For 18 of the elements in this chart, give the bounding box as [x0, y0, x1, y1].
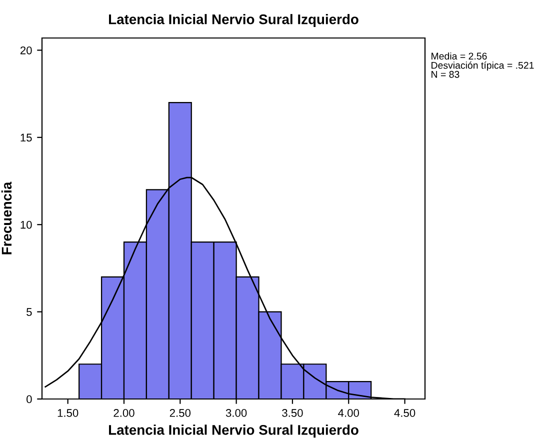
y-tick-label: 10	[20, 220, 32, 229]
x-tick-label: 2.00	[114, 409, 134, 417]
x-tick-label: 3.00	[226, 409, 247, 417]
x-tick-label: 4.00	[338, 409, 360, 417]
y-tick-label: 5	[26, 308, 32, 316]
x-axis-title: Latencia Inicial Nervio Sural Izquierdo	[109, 424, 358, 438]
y-tick-label: 15	[20, 134, 32, 142]
text: N = 83	[432, 70, 460, 78]
text: Desviación típica = .521	[432, 62, 534, 71]
x-tick-label: 2.50	[170, 409, 191, 417]
y-axis-title: Frecuencia	[1, 182, 12, 254]
text: Media = 2.56	[432, 52, 487, 60]
x-tick-label: 3.50	[282, 409, 303, 417]
x-tick-label: 1.50	[58, 409, 78, 417]
y-tick-label: 0	[26, 395, 32, 404]
x-tick-label: 4.50	[394, 409, 416, 417]
y-tick-label: 20	[20, 46, 32, 54]
chart-title: Latencia Inicial Nervio Sural Izquierdo	[109, 14, 358, 27]
